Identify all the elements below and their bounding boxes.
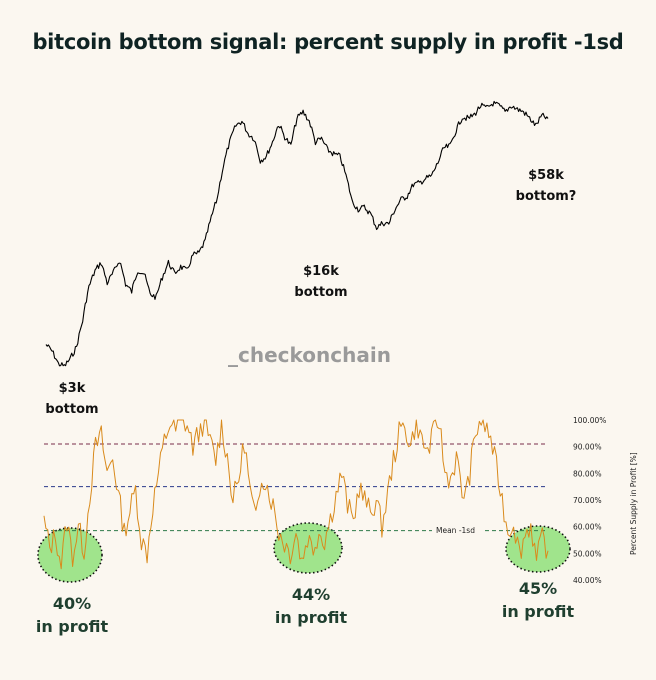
- y-tick-label: 90.00%: [573, 443, 602, 452]
- price-annotation-value: $16k: [303, 264, 339, 279]
- annotation-layer: $3k bottom $16k bottom $58k bottom? 40% in prof…: [36, 168, 576, 636]
- y-tick-label: 70.00%: [573, 496, 602, 505]
- y-tick-label: 50.00%: [573, 549, 602, 558]
- reference-label-bg: [432, 524, 482, 535]
- profit-annotation-label: in profit: [36, 617, 109, 636]
- price-annotation-label: bottom?: [516, 189, 577, 204]
- price-panel: [45, 100, 549, 367]
- price-annotation-value: $58k: [528, 168, 564, 183]
- y-tick-label: 60.00%: [573, 523, 602, 532]
- price-annotation-label: bottom: [294, 285, 347, 300]
- profit-annotation-value: 44%: [292, 585, 330, 604]
- profit-annotation-value: 45%: [519, 579, 557, 598]
- supply-panel: Mean -1sd 100.00% 90.00% 80.00% 70.00% 60.00%…: [37, 416, 638, 585]
- y-tick-label: 100.00%: [573, 416, 606, 425]
- price-annotation-label: bottom: [45, 402, 98, 417]
- profit-annotation-label: in profit: [275, 608, 348, 627]
- reference-line-label: Mean -1sd: [436, 526, 475, 535]
- price-annotation-value: $3k: [59, 381, 86, 396]
- price-line: [45, 100, 549, 367]
- supply-line: [43, 419, 549, 570]
- chart-title: bitcoin bottom signal: percent supply in…: [32, 30, 624, 54]
- profit-annotation-label: in profit: [502, 602, 575, 621]
- y-tick-label: 40.00%: [573, 576, 602, 585]
- watermark: _checkonchain: [228, 343, 391, 367]
- y-tick-label: 80.00%: [573, 469, 602, 478]
- y-axis-label: Percent Supply in Profit [%]: [629, 452, 638, 555]
- profit-annotation-value: 40%: [53, 594, 91, 613]
